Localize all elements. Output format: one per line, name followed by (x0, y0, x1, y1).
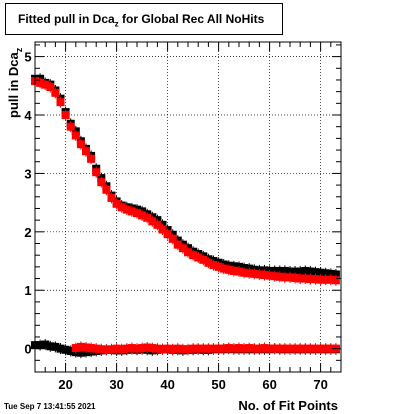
y-axis-label: pull in Dcaz (6, 47, 24, 118)
axis-ticks (34, 42, 342, 373)
chart-title-suffix: for Global Rec All NoHits (118, 12, 265, 26)
chart-title-subscript: z (114, 19, 119, 29)
y-tick-label: 1 (24, 283, 31, 298)
x-tick-label: 20 (58, 377, 72, 392)
y-tick-label: 4 (24, 108, 32, 123)
x-axis-label: No. of Fit Points (238, 398, 338, 413)
x-tick-label: 60 (262, 377, 276, 392)
y-tick-label: 3 (24, 166, 31, 181)
series-markers (31, 73, 340, 359)
y-axis-label-subscript: z (14, 47, 24, 52)
timestamp: Tue Sep 7 13:41:55 2021 (4, 402, 96, 411)
chart-title-box: Fitted pull in Dcaz for Global Rec All N… (5, 3, 283, 35)
chart-title-main: Fitted pull in Dca (18, 12, 115, 26)
x-tick-label: 30 (109, 377, 123, 392)
x-tick-label: 50 (211, 377, 225, 392)
y-tick-label: 2 (24, 225, 31, 240)
chart-title: Fitted pull in Dcaz for Global Rec All N… (18, 12, 264, 28)
y-tick-label: 5 (24, 50, 31, 65)
x-tick-label: 40 (160, 377, 174, 392)
x-tick-label: 70 (313, 377, 327, 392)
y-axis-label-main: pull in Dca (6, 52, 21, 119)
plot-area (35, 42, 341, 372)
axis-tick-labels: 20 30 40 50 60 70 0 1 2 3 4 5 (24, 50, 327, 392)
y-tick-label: 0 (24, 342, 31, 357)
